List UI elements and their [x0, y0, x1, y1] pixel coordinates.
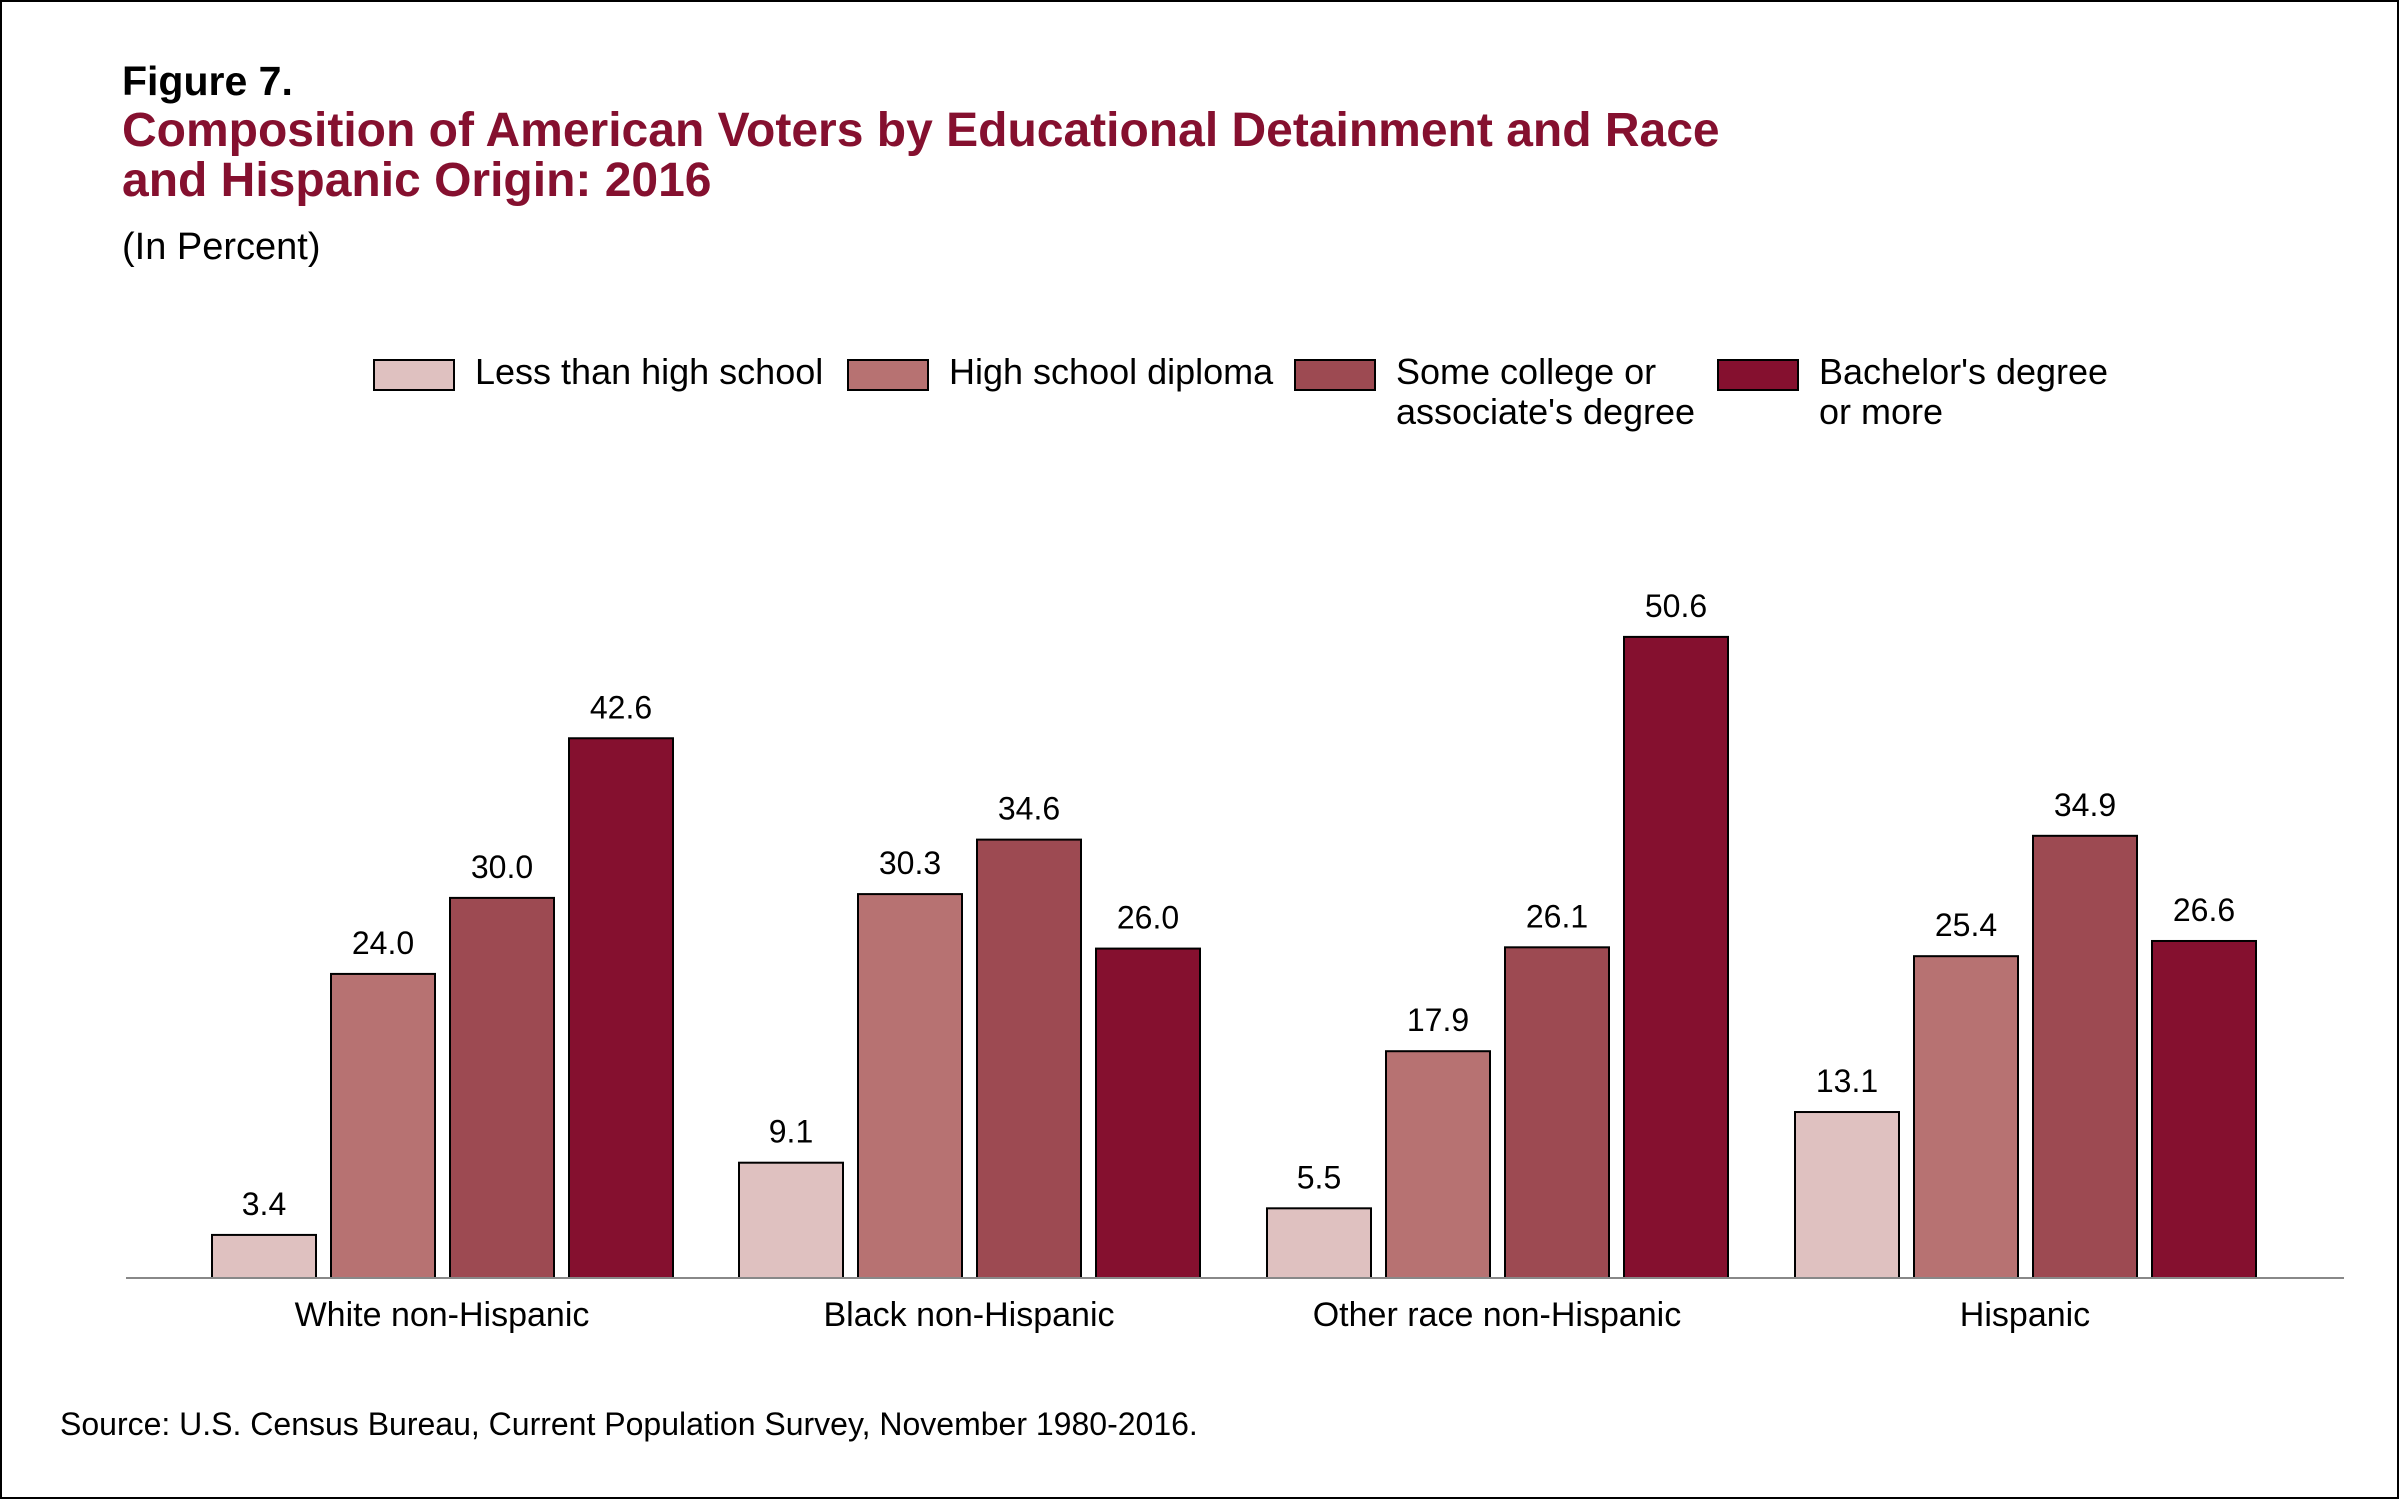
- legend-swatch-bachelors-degree: [1717, 359, 1799, 391]
- data-label: 9.1: [769, 1114, 813, 1150]
- legend-label-line: High school diploma: [949, 351, 1274, 392]
- bar: [1623, 635, 1729, 1279]
- data-label: 26.1: [1526, 898, 1588, 934]
- data-label: 34.9: [2054, 787, 2116, 823]
- data-label: 26.0: [1117, 900, 1179, 936]
- legend-label-line: or more: [1819, 391, 1944, 432]
- data-label: 34.6: [998, 791, 1060, 827]
- data-label: 17.9: [1407, 1002, 1469, 1038]
- data-label: 42.6: [590, 689, 652, 725]
- category-label: Black non-Hispanic: [823, 1296, 1114, 1334]
- data-label: 25.4: [1935, 907, 1997, 943]
- data-label: 30.3: [879, 845, 941, 881]
- data-label: 50.6: [1645, 588, 1707, 624]
- legend-label-high-school-diploma: High school diploma: [949, 352, 1273, 392]
- legend-label-less-than-high-school: Less than high school: [475, 352, 823, 392]
- source-note: Source: U.S. Census Bureau, Current Popu…: [60, 1406, 1198, 1442]
- data-label: 13.1: [1816, 1063, 1878, 1099]
- category-label: White non-Hispanic: [295, 1296, 590, 1334]
- bar: [1266, 1207, 1372, 1279]
- legend-label-line: Less than high school: [475, 351, 824, 392]
- bar: [1794, 1111, 1900, 1279]
- category-label: Hispanic: [1960, 1296, 2090, 1334]
- data-label: 26.6: [2173, 892, 2235, 928]
- chart-title: Composition of American Voters by Educat…: [122, 106, 2022, 206]
- bar: [1095, 947, 1201, 1280]
- bar: [568, 737, 674, 1279]
- figure-label: Figure 7.: [122, 58, 293, 104]
- legend-label-some-college: Some college or associate's degree: [1396, 352, 1695, 432]
- bar: [1913, 955, 2019, 1279]
- chart-subtitle: (In Percent): [122, 226, 321, 268]
- category-label: Other race non-Hispanic: [1313, 1296, 1682, 1334]
- legend-label-line: Bachelor's degree: [1819, 351, 2109, 392]
- data-label: 5.5: [1297, 1159, 1341, 1195]
- legend-swatch-less-than-high-school: [373, 359, 455, 391]
- chart-title-line-2: and Hispanic Origin: 2016: [122, 154, 712, 207]
- bar: [330, 972, 436, 1279]
- legend-swatch-some-college: [1294, 359, 1376, 391]
- legend-label-line: Some college or: [1396, 351, 1657, 392]
- bar: [976, 838, 1082, 1279]
- bar: [449, 896, 555, 1280]
- bar: [2032, 834, 2138, 1280]
- legend-label-bachelors-degree: Bachelor's degree or more: [1819, 352, 2108, 432]
- bar: [211, 1233, 317, 1279]
- data-label: 30.0: [471, 849, 533, 885]
- bar: [1385, 1050, 1491, 1280]
- legend-label-line: associate's degree: [1396, 391, 1696, 432]
- data-label: 3.4: [242, 1186, 286, 1222]
- bar: [1504, 946, 1610, 1279]
- bar: [857, 893, 963, 1279]
- bar: [738, 1161, 844, 1279]
- chart-title-line-1: Composition of American Voters by Educat…: [122, 104, 1720, 157]
- data-label: 24.0: [352, 925, 414, 961]
- bar: [2151, 939, 2257, 1280]
- legend-swatch-high-school-diploma: [847, 359, 929, 391]
